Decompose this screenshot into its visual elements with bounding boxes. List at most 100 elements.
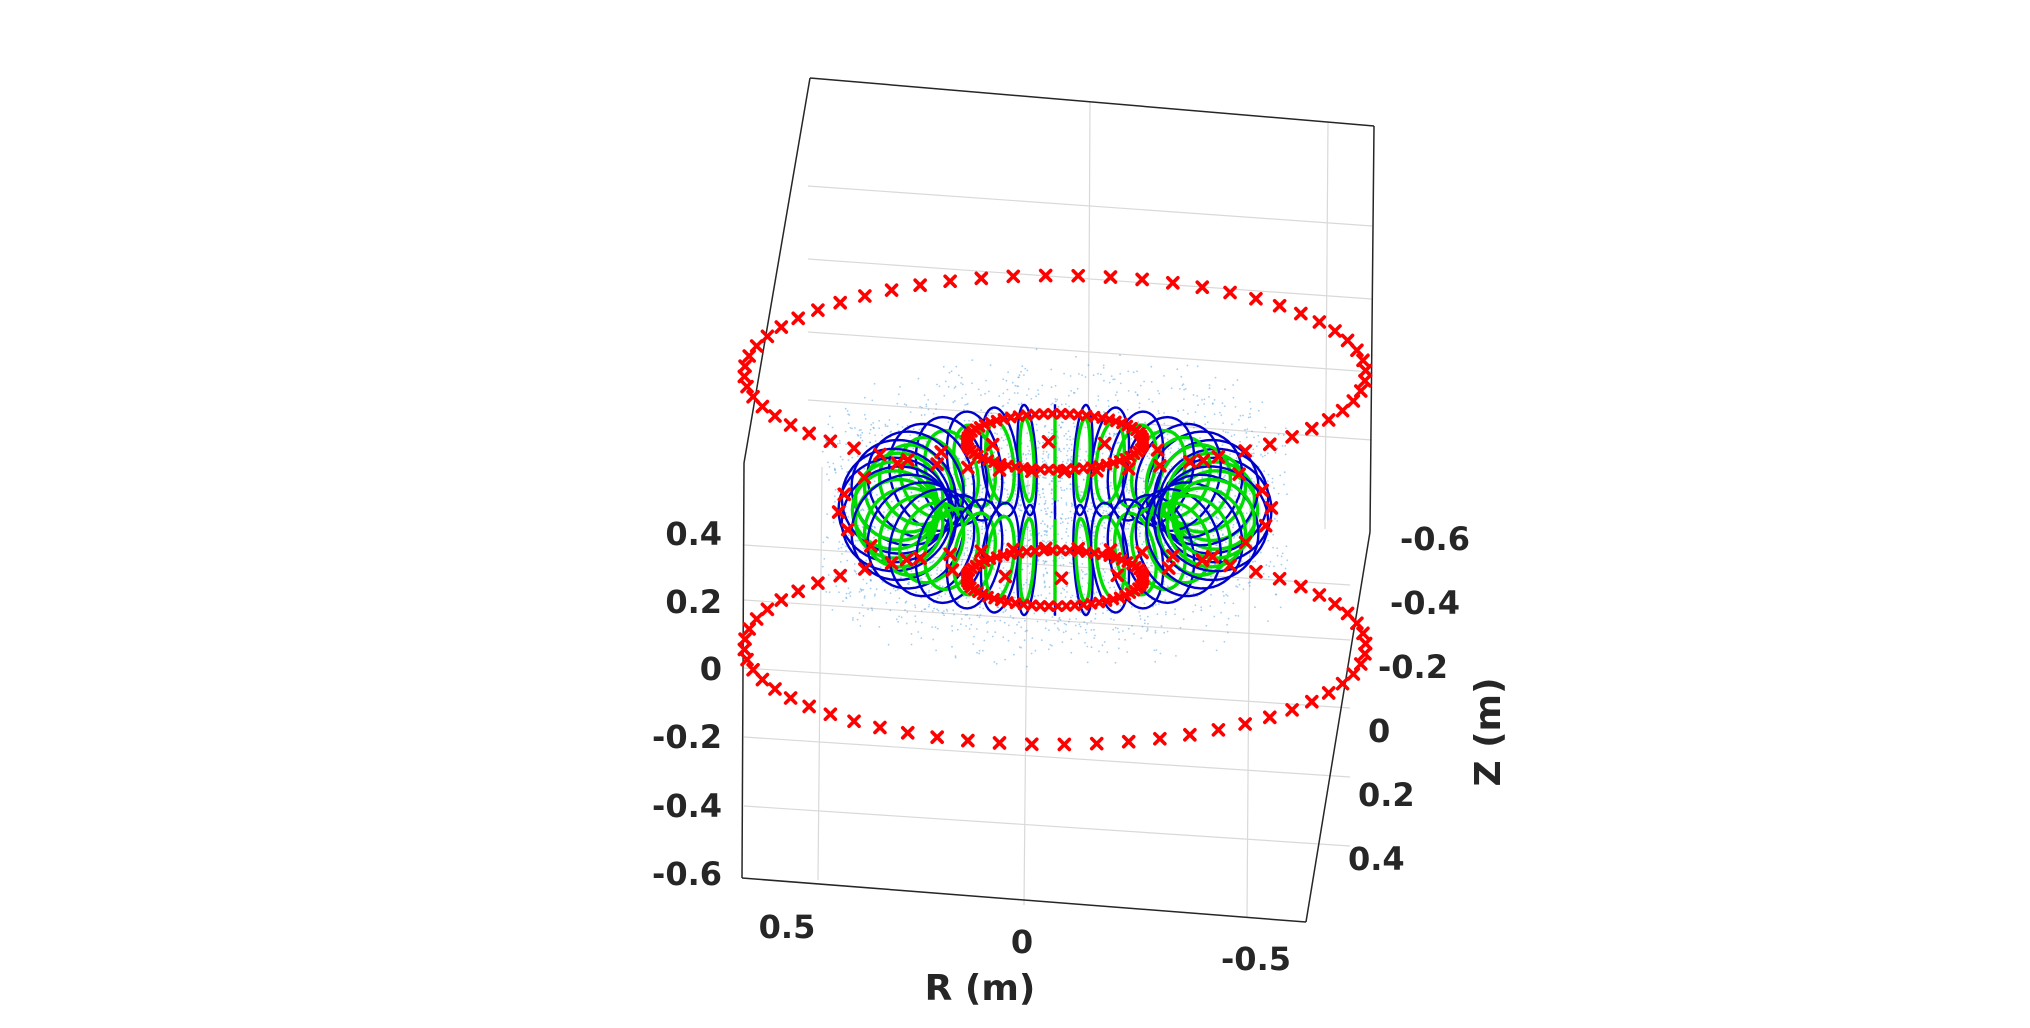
x-tick-label: 0 — [1011, 923, 1033, 961]
cloud-point — [1004, 434, 1006, 436]
cloud-point — [1260, 552, 1262, 554]
cloud-point — [1024, 538, 1026, 540]
cloud-point — [1065, 630, 1067, 632]
cloud-point — [1237, 379, 1239, 381]
cloud-point — [845, 443, 847, 445]
cloud-point — [1102, 612, 1104, 614]
cloud-point — [1070, 488, 1072, 490]
cloud-point — [1277, 555, 1279, 557]
cloud-point — [996, 514, 998, 516]
cloud-point — [1109, 587, 1111, 589]
cloud-point — [1026, 545, 1028, 547]
cloud-point — [1197, 365, 1199, 367]
cloud-point — [1141, 544, 1143, 546]
cloud-point — [1136, 370, 1138, 372]
cloud-point — [1130, 438, 1132, 440]
cloud-point — [1201, 399, 1203, 401]
cloud-point — [1080, 611, 1082, 613]
cloud-point — [1098, 650, 1100, 652]
cloud-point — [1250, 408, 1252, 410]
cloud-point — [1128, 479, 1130, 481]
cloud-point — [1220, 612, 1222, 614]
cloud-point — [1004, 622, 1006, 624]
cloud-point — [1086, 646, 1088, 648]
cloud-point — [1015, 484, 1017, 486]
cloud-point — [951, 370, 953, 372]
cloud-point — [996, 433, 998, 435]
cloud-point — [1141, 470, 1143, 472]
cloud-point — [897, 621, 899, 623]
marker-x — [1348, 669, 1358, 679]
cloud-point — [1074, 392, 1076, 394]
cloud-point — [1222, 533, 1224, 535]
cloud-point — [1177, 410, 1179, 412]
cloud-point — [951, 625, 953, 627]
cloud-point — [1234, 434, 1236, 436]
cloud-point — [1286, 559, 1288, 561]
cloud-point — [1139, 402, 1141, 404]
cloud-point — [1026, 579, 1028, 581]
cloud-point — [1143, 480, 1145, 482]
cloud-point — [1164, 544, 1166, 546]
cloud-point — [848, 422, 850, 424]
cloud-point — [970, 525, 972, 527]
cloud-point — [1038, 483, 1040, 485]
cloud-point — [1003, 440, 1005, 442]
cloud-point — [1115, 662, 1117, 664]
cloud-point — [931, 626, 933, 628]
cloud-point — [1049, 483, 1051, 485]
cloud-point — [1108, 507, 1110, 509]
cloud-point — [1236, 457, 1238, 459]
cloud-point — [1252, 449, 1254, 451]
cloud-point — [1045, 462, 1047, 464]
cloud-point — [862, 579, 864, 581]
cloud-point — [1213, 616, 1215, 618]
cloud-point — [1015, 458, 1017, 460]
cloud-point — [1097, 373, 1099, 375]
cloud-point — [1222, 508, 1224, 510]
cloud-point — [889, 609, 891, 611]
cloud-point — [1093, 629, 1095, 631]
cloud-point — [1108, 582, 1110, 584]
cloud-point — [1224, 507, 1226, 509]
marker-x — [1275, 301, 1285, 311]
cloud-point — [917, 631, 919, 633]
cloud-point — [915, 591, 917, 593]
cloud-point — [1047, 436, 1049, 438]
cloud-point — [1154, 661, 1156, 663]
cloud-point — [937, 597, 939, 599]
cloud-point — [915, 607, 917, 609]
cloud-point — [1024, 545, 1026, 547]
cloud-point — [892, 516, 894, 518]
cloud-point — [1001, 447, 1003, 449]
cloud-point — [1050, 475, 1052, 477]
cloud-point — [1084, 574, 1086, 576]
cloud-point — [889, 431, 891, 433]
cloud-point — [1032, 637, 1034, 639]
cloud-point — [1249, 413, 1251, 415]
cloud-point — [1112, 379, 1114, 381]
cloud-point — [1151, 381, 1153, 383]
cloud-point — [1143, 541, 1145, 543]
cloud-point — [1044, 534, 1046, 536]
cloud-point — [865, 560, 867, 562]
cloud-point — [1270, 561, 1272, 563]
cloud-point — [1079, 623, 1081, 625]
cloud-point — [1145, 464, 1147, 466]
cloud-point — [1081, 569, 1083, 571]
cloud-point — [1035, 650, 1037, 652]
cloud-point — [986, 622, 988, 624]
cloud-point — [1025, 582, 1027, 584]
cloud-point — [1152, 449, 1154, 451]
cloud-point — [1155, 604, 1157, 606]
cloud-point — [1248, 490, 1250, 492]
cloud-point — [1071, 504, 1073, 506]
cloud-point — [1142, 626, 1144, 628]
cloud-point — [954, 400, 956, 402]
marker-x — [1348, 396, 1358, 406]
cloud-point — [1281, 556, 1283, 558]
axis-line-z — [742, 463, 744, 878]
cloud-point — [864, 414, 866, 416]
cloud-point — [919, 429, 921, 431]
cloud-point — [1182, 384, 1184, 386]
